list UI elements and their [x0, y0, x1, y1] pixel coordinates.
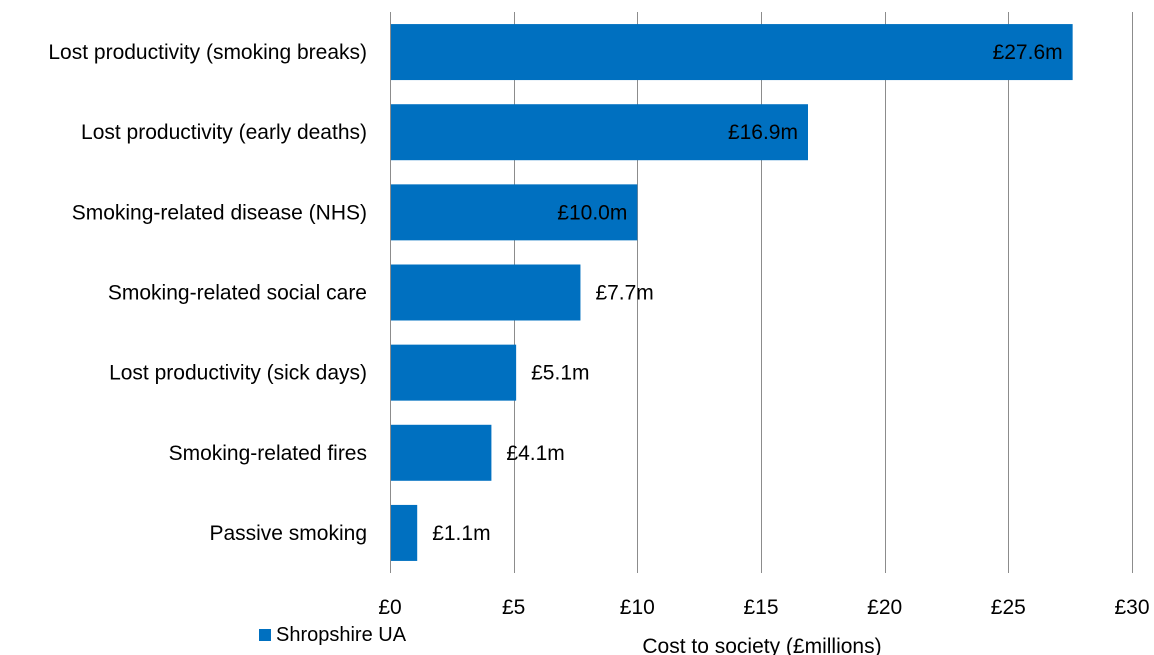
data-label: £10.0m — [557, 201, 627, 224]
bar — [391, 104, 808, 161]
bar — [391, 264, 581, 321]
legend-swatch-shropshire-ua — [259, 629, 271, 641]
category-label: Smoking-related fires — [169, 442, 367, 465]
x-tick-label: £15 — [743, 596, 778, 619]
bar — [391, 24, 1073, 81]
data-label: £1.1m — [432, 522, 490, 545]
category-label: Smoking-related social care — [108, 282, 367, 305]
category-label: Passive smoking — [209, 522, 367, 545]
data-label: £4.1m — [506, 442, 564, 465]
x-tick-label: £20 — [867, 596, 902, 619]
bar — [391, 504, 418, 561]
x-tick-label: £10 — [620, 596, 655, 619]
data-label: £7.7m — [595, 282, 653, 305]
x-tick-label: £5 — [502, 596, 525, 619]
legend-label-shropshire-ua: Shropshire UA — [276, 624, 407, 646]
x-tick-label: £0 — [378, 596, 401, 619]
legend: Shropshire UA — [259, 624, 407, 646]
bar — [391, 424, 492, 481]
bar — [391, 184, 638, 241]
labels: £0 £5 £10 £15 £20 £25 £30 Lost productivity (sm… — [48, 41, 1149, 619]
category-label: Lost productivity (early deaths) — [81, 121, 367, 144]
data-label: £16.9m — [728, 121, 798, 144]
bar — [391, 344, 517, 401]
x-tick-label: £30 — [1114, 596, 1149, 619]
category-label: Lost productivity (sick days) — [109, 362, 367, 385]
category-label: Lost productivity (smoking breaks) — [48, 41, 367, 64]
x-tick-label: £25 — [991, 596, 1026, 619]
category-label: Smoking-related disease (NHS) — [72, 201, 367, 224]
x-axis-title: Cost to society (£millions) — [642, 635, 881, 655]
data-label: £27.6m — [993, 41, 1063, 64]
bars — [391, 24, 1073, 561]
data-label: £5.1m — [531, 362, 589, 385]
